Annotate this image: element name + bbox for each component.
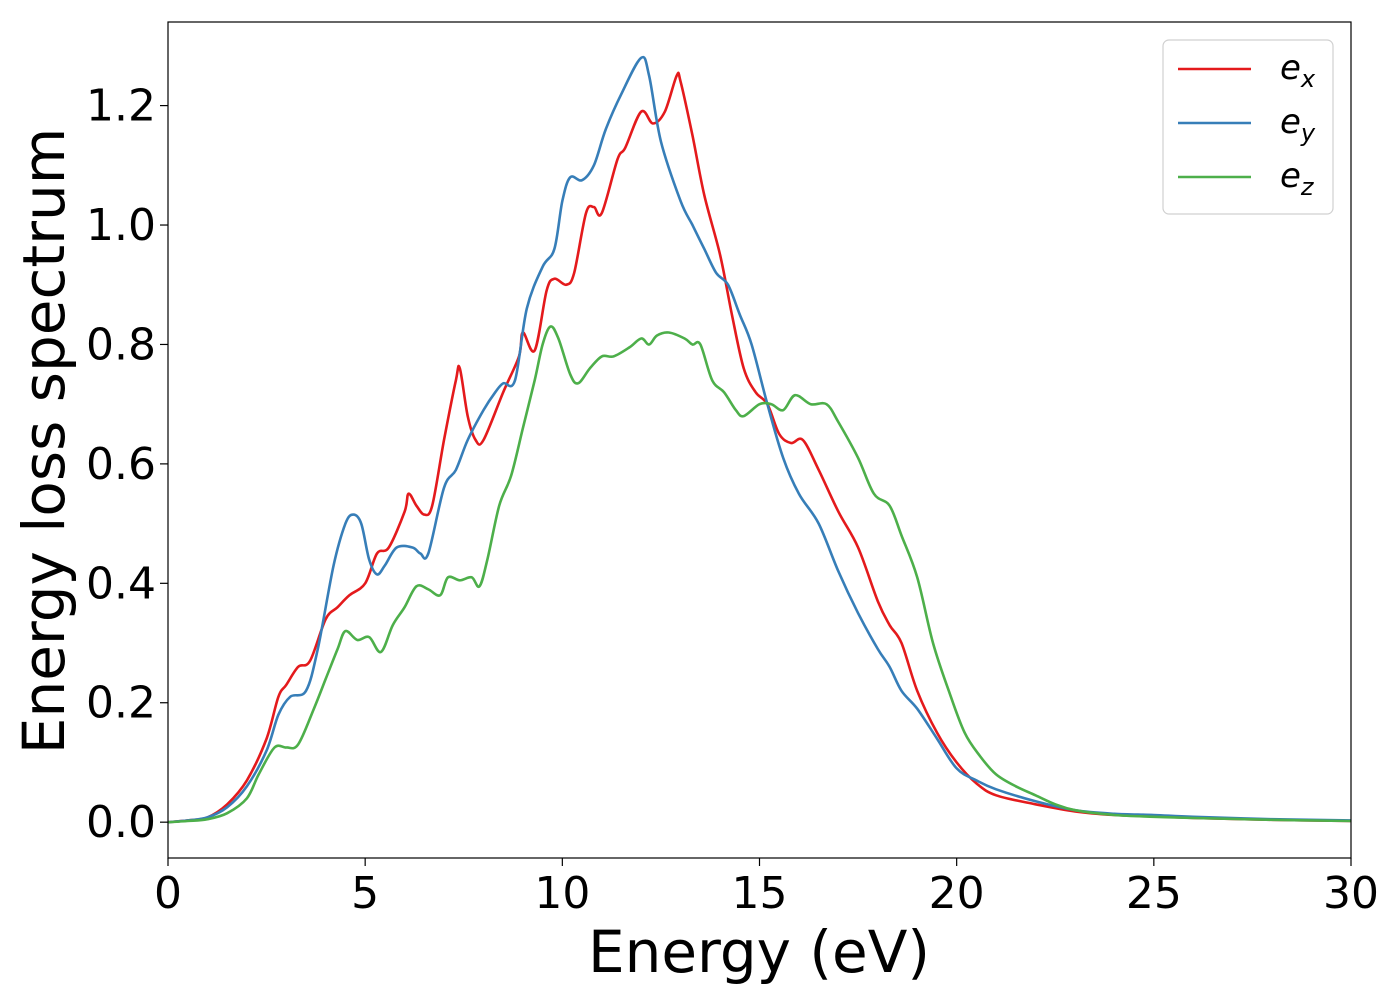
- y-tick-label: 1.0: [86, 200, 156, 251]
- x-tick-label: 0: [154, 868, 182, 919]
- axes-layer: 0 5 10 15 20 25 30 0.0 0.2 0.4 0.6 0.8 1.0 1.2: [86, 21, 1379, 919]
- y-tick-label: 0.6: [86, 439, 156, 490]
- legend-label-z: ez: [1280, 156, 1315, 201]
- y-axis-title: Energy loss spectrum: [10, 128, 78, 754]
- y-tick-label: 0.4: [86, 558, 156, 609]
- x-tick-label: 20: [929, 868, 985, 919]
- x-axis-title: Energy (eV): [588, 918, 930, 986]
- y-tick-label: 0.0: [86, 797, 156, 848]
- x-tick-label: 5: [351, 868, 379, 919]
- y-tick-label: 0.8: [86, 319, 156, 370]
- y-tick-label: 0.2: [86, 678, 156, 729]
- x-tick-label: 30: [1323, 868, 1379, 919]
- x-tick-label: 15: [732, 868, 788, 919]
- legend-label-x: ex: [1280, 48, 1316, 93]
- legend: ex ey ez: [1162, 39, 1334, 215]
- series-line-y: [167, 55, 1352, 824]
- legend-box: [1162, 39, 1334, 215]
- legend-label-y: ey: [1280, 102, 1316, 147]
- x-tick-label: 10: [534, 868, 590, 919]
- series-layer: [167, 55, 1352, 824]
- x-tick-label: 25: [1126, 868, 1182, 919]
- series-line-z: [167, 325, 1352, 824]
- series-line-x: [167, 71, 1352, 824]
- y-tick-label: 1.2: [86, 81, 156, 132]
